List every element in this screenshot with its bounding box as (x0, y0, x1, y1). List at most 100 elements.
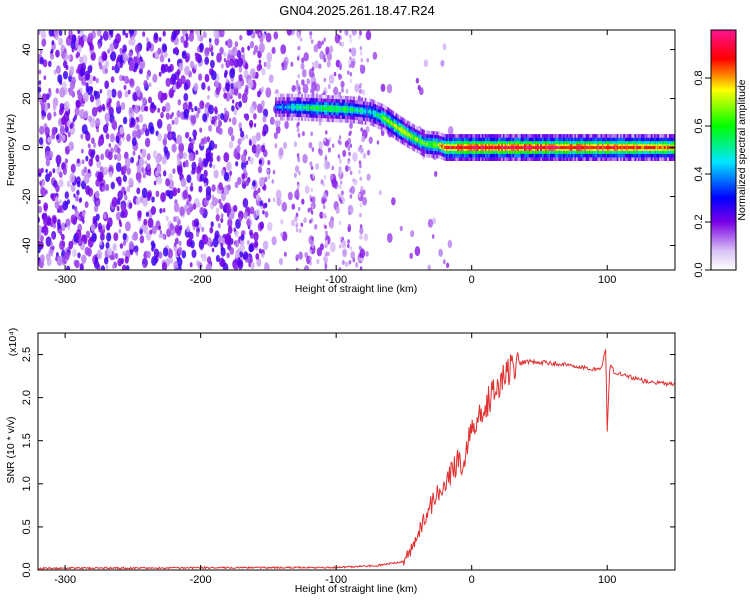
spectrogram-cell (219, 30, 225, 38)
spectrogram-cell (174, 46, 179, 54)
spectrogram-cell (257, 165, 263, 174)
spectrogram-cell (310, 88, 313, 94)
spectrogram-cell (327, 84, 331, 89)
spectrogram-cell (115, 162, 122, 173)
spectrogram-cell (465, 146, 468, 149)
spectrogram-cell (322, 204, 326, 210)
spectrogram-cell (616, 146, 619, 149)
spectrogram-cell (103, 124, 109, 134)
spectrogram-cell (222, 87, 226, 93)
spectrogram-cell (199, 206, 205, 216)
spectrogram-cell (414, 246, 421, 257)
spectrogram-cell (366, 58, 370, 63)
spectrogram-cell (496, 146, 499, 149)
spectrogram-cell (160, 192, 167, 203)
spectrogram-cell (358, 109, 360, 112)
spectrogram-cell (444, 146, 447, 149)
spectrogram-cell (319, 50, 325, 60)
spectrogram-cell (341, 259, 345, 265)
spectrogram-cell (397, 126, 399, 130)
spectrogram-cell (227, 225, 233, 234)
spectrogram-cell (231, 105, 235, 112)
spectrogram-cell (358, 169, 361, 175)
spectrogram-cell (333, 107, 336, 111)
spectrogram-cell (337, 154, 341, 159)
spectrogram-cell (257, 187, 261, 193)
spectrogram-cell (87, 65, 93, 74)
spectrogram-cell (178, 142, 185, 153)
colorbar-tick-label: 0.0 (693, 262, 705, 277)
spectrogram-cell (347, 239, 350, 244)
spectrogram-cell (138, 157, 145, 168)
spectrogram-cell (99, 89, 103, 94)
spectrogram-cell (180, 35, 185, 44)
spectrogram-cell (137, 52, 141, 58)
spectrogram-cell (211, 184, 216, 192)
spectrogram-cell (69, 65, 75, 75)
spectrogram-cell (267, 173, 271, 180)
spectrogram-cell (258, 42, 265, 53)
spectrogram-cell (293, 172, 297, 178)
spectrogram-cell (271, 46, 276, 55)
spectrogram-cell (69, 172, 76, 183)
spectrogram-cell (257, 90, 261, 98)
spectrogram-cell (87, 143, 91, 149)
spectrogram-cell (162, 207, 166, 213)
spectrogram-cell (206, 136, 210, 143)
spectrogram-cell (85, 131, 91, 142)
spectrogram-cell (68, 34, 71, 40)
spectrogram-cell (119, 243, 124, 249)
spectrogram-cell (162, 247, 169, 257)
spectrogram-cell (38, 224, 42, 233)
spectrogram-cell (352, 152, 358, 162)
spectrogram-cell (157, 176, 162, 185)
spectrogram-cell (263, 61, 267, 67)
spectrogram-cell (119, 126, 125, 135)
spectrogram-cell (161, 43, 167, 53)
spectrogram-cell (214, 80, 219, 88)
spectrogram-cell (223, 152, 230, 163)
spectrogram-cell (440, 59, 445, 67)
spectrogram-cell (95, 154, 100, 162)
spectrogram-cell (308, 142, 313, 149)
spectrogram-cell (116, 198, 121, 205)
spectrogram-cell (298, 171, 301, 176)
spectrogram-cell (294, 105, 297, 109)
spectrogram-cell (95, 213, 100, 221)
spectrogram-cell (66, 199, 70, 205)
spectrogram-cell (348, 59, 351, 64)
spectrogram-cell (177, 166, 183, 176)
spectrogram-cell (229, 68, 236, 79)
spectrogram-cell (179, 206, 185, 217)
spectrogram-cell (153, 248, 160, 258)
spectrogram-cell (355, 262, 359, 268)
spectrogram-cell (325, 50, 329, 56)
spectrogram-cell (626, 146, 629, 149)
spectrogram-cell (110, 76, 115, 83)
spectrogram-cell (174, 117, 179, 125)
spectrogram-cell (211, 247, 215, 253)
spectrogram-cell (324, 156, 328, 161)
spectrogram-cell (295, 267, 299, 270)
spectrogram-cell (214, 230, 220, 239)
spectrogram-cell (302, 154, 308, 164)
spectrogram-cell (291, 203, 296, 210)
spectrogram-cell (253, 113, 257, 120)
spectrogram-cell (104, 68, 109, 74)
spectrogram-cell (51, 126, 57, 136)
spectrogram-cell (579, 146, 582, 149)
spectrogram-cell (584, 146, 586, 149)
spectrogram-cell (262, 203, 266, 209)
spectrogram-cell (367, 110, 370, 114)
spectrogram-cell (310, 207, 313, 212)
spectrogram-cell (319, 211, 324, 219)
spectrogram-cell (225, 202, 231, 213)
spectrogram-cell (216, 155, 220, 162)
spectrogram-cell (62, 60, 68, 69)
spectrogram-cell (411, 135, 414, 139)
spectrogram-cell (202, 234, 209, 245)
spectrogram-cell (183, 109, 189, 119)
spectrogram-cell (191, 107, 194, 113)
spectrogram-cell (280, 218, 284, 225)
